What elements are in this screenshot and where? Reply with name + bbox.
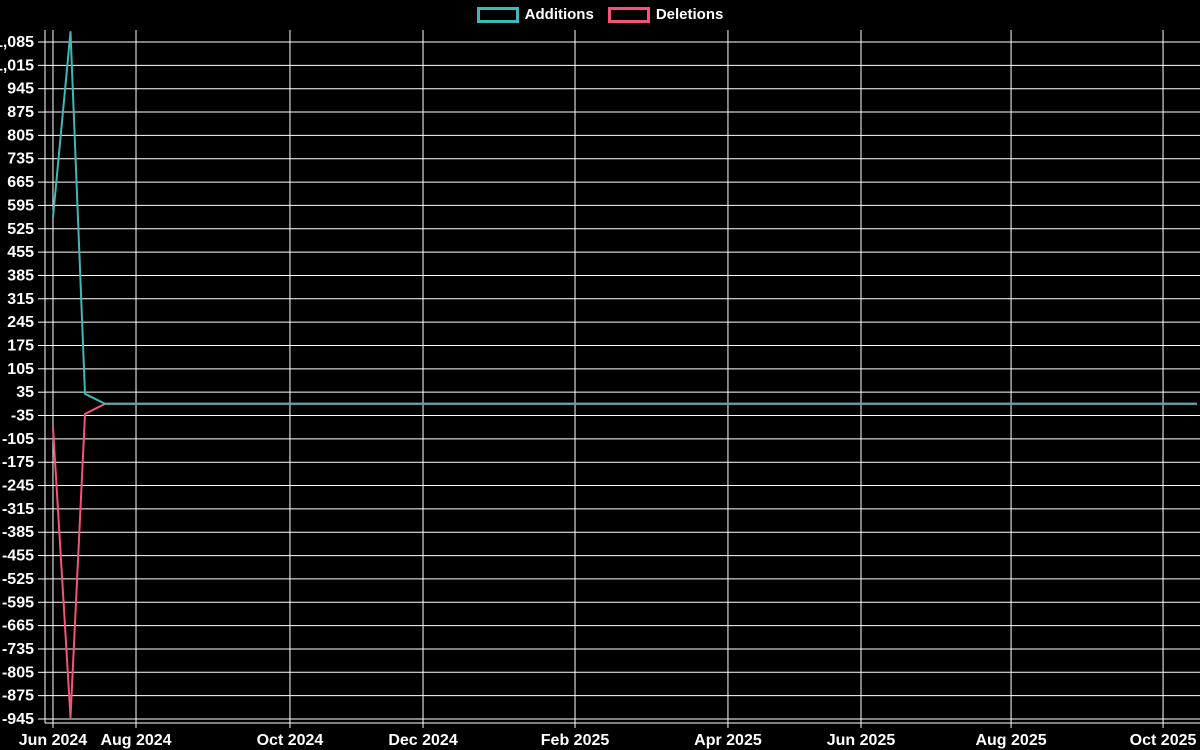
series-line-additions xyxy=(52,31,1197,405)
y-tick-label: 175 xyxy=(7,337,34,354)
y-tick-label: 105 xyxy=(7,361,34,378)
y-tick-label: -455 xyxy=(2,548,34,565)
y-tick-label: 735 xyxy=(7,151,34,168)
x-tick-label: Oct 2025 xyxy=(1130,732,1197,749)
chart-legend: Additions Deletions xyxy=(0,6,1200,24)
x-tick-label: Feb 2025 xyxy=(541,732,610,749)
y-tick-label: -385 xyxy=(2,524,34,541)
deletions-swatch-icon xyxy=(607,7,650,23)
x-tick-label: Apr 2025 xyxy=(694,732,762,749)
y-tick-label: -665 xyxy=(2,618,34,635)
y-tick-label: 595 xyxy=(7,197,34,214)
y-tick-label: 805 xyxy=(7,127,34,144)
axis-tick-labels: 1,085 1,015 945 875 805 735 665 595 525 455 385 315… xyxy=(0,34,1196,749)
y-tick-label: 455 xyxy=(7,244,34,261)
y-tick-label: -245 xyxy=(2,478,34,495)
y-tick-label: 875 xyxy=(7,104,34,121)
x-tick-label: Jun 2024 xyxy=(19,732,88,749)
gridlines xyxy=(38,30,1200,728)
y-tick-label: 1,085 xyxy=(0,34,34,51)
y-tick-label: -805 xyxy=(2,664,34,681)
additions-swatch-icon xyxy=(476,7,519,23)
y-tick-label: 315 xyxy=(7,291,34,308)
y-tick-label: 245 xyxy=(7,314,34,331)
y-tick-label: -35 xyxy=(11,408,34,425)
y-tick-label: -105 xyxy=(2,431,34,448)
y-tick-label: -945 xyxy=(2,711,34,728)
x-tick-label: Aug 2024 xyxy=(100,732,171,749)
x-tick-label: Aug 2025 xyxy=(975,732,1046,749)
y-tick-label: -735 xyxy=(2,641,34,658)
y-tick-label: 525 xyxy=(7,221,34,238)
y-tick-label: 1,015 xyxy=(0,57,34,74)
y-tick-label: -875 xyxy=(2,688,34,705)
y-tick-label: 665 xyxy=(7,174,34,191)
legend-item-additions[interactable]: Additions xyxy=(476,6,594,24)
y-tick-label: -315 xyxy=(2,501,34,518)
y-tick-label: -525 xyxy=(2,571,34,588)
y-tick-label: -595 xyxy=(2,594,34,611)
legend-label-additions: Additions xyxy=(524,6,594,23)
legend-item-deletions[interactable]: Deletions xyxy=(607,6,724,24)
y-tick-label: 945 xyxy=(7,81,34,98)
x-tick-label: Dec 2024 xyxy=(388,732,457,749)
legend-label-deletions: Deletions xyxy=(655,6,724,23)
y-tick-label: 385 xyxy=(7,267,34,284)
x-tick-label: Oct 2024 xyxy=(257,732,324,749)
series-line-deletions xyxy=(52,402,1197,719)
x-tick-label: Jun 2025 xyxy=(827,732,896,749)
y-tick-label: 35 xyxy=(16,384,34,401)
y-tick-label: -175 xyxy=(2,454,34,471)
